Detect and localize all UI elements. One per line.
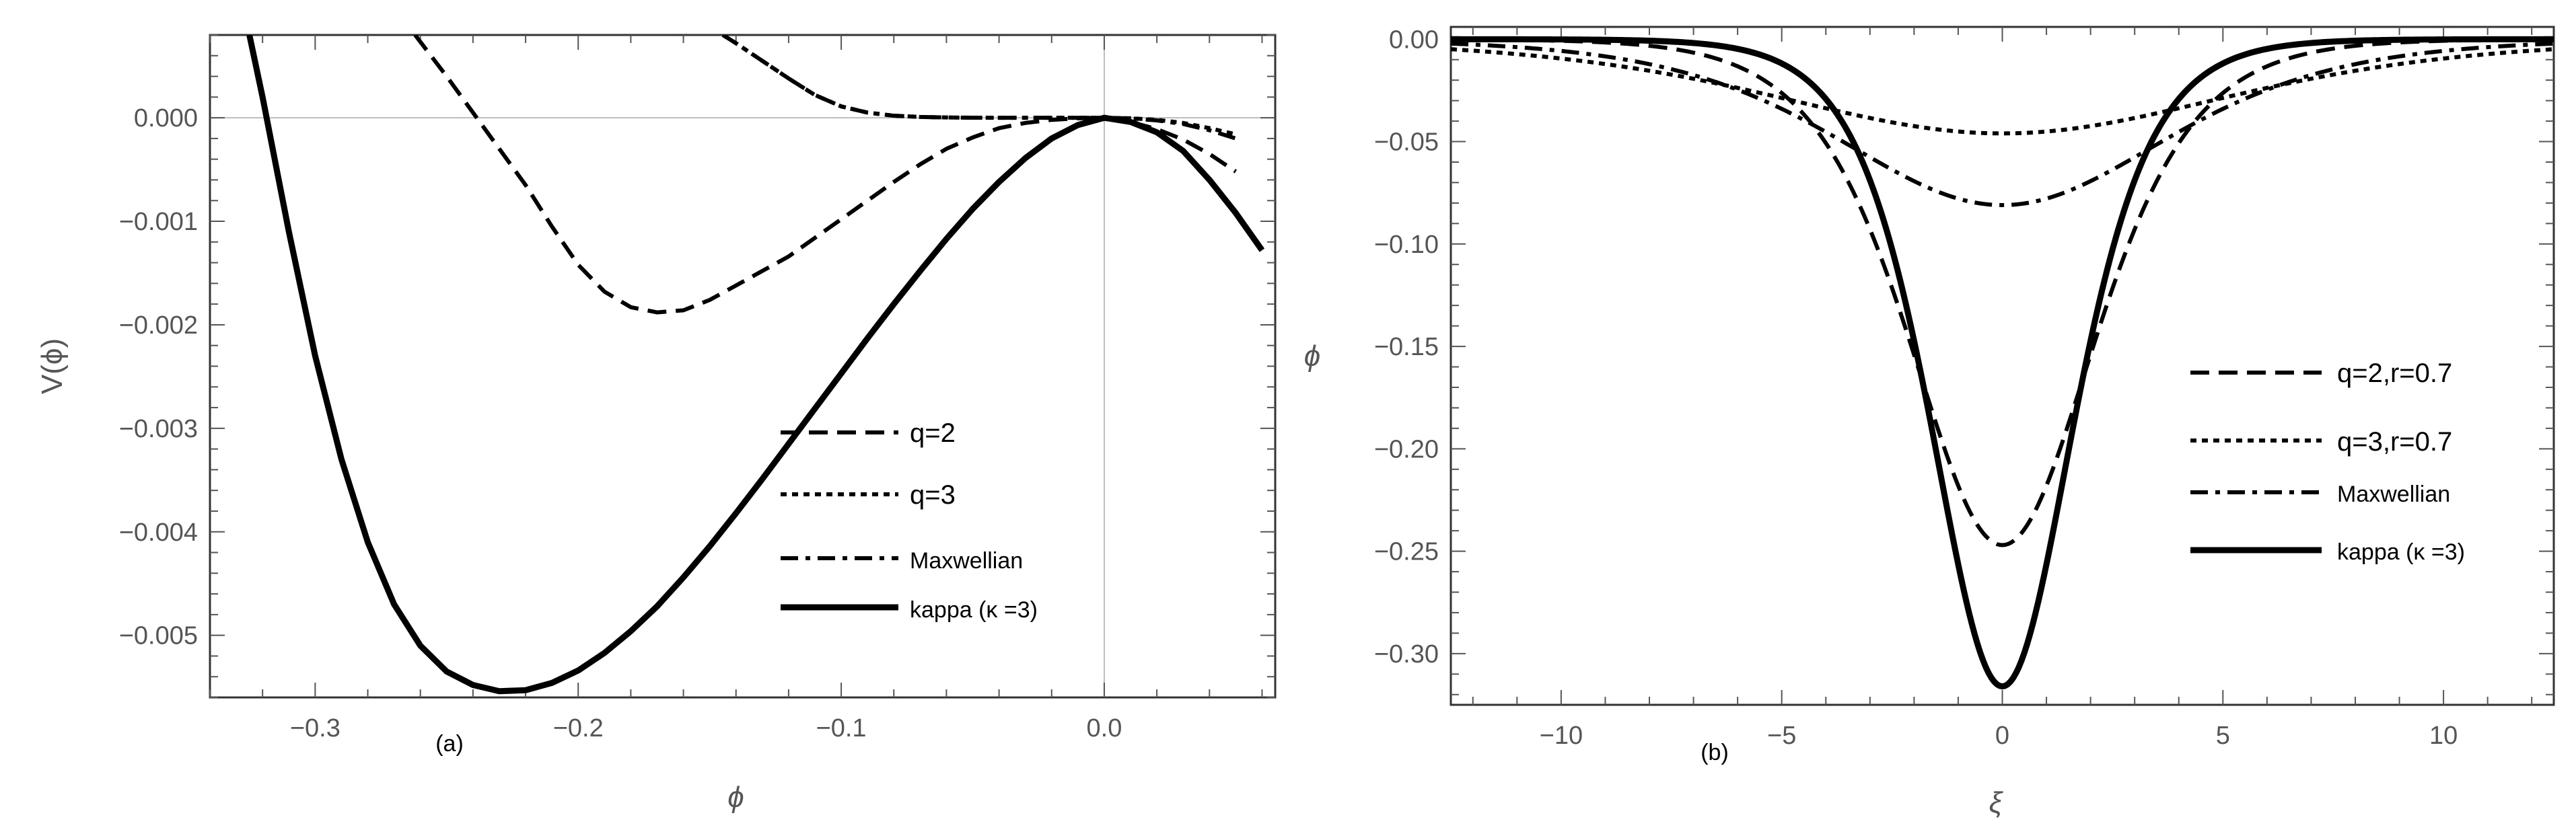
y-tick-label: −0.003 xyxy=(119,415,198,443)
panel-a: −0.3 −0.2 −0.1 0.0 0.000 −0.001 −0.002 −0.003 −0… xyxy=(36,34,1277,814)
legend: q=2,r=0.7 q=3,r=0.7 Maxwellian kappa (κ =3) xyxy=(2190,358,2465,565)
panel-b: −10 −5 0 5 10 0.00 −0.05 −0.10 −0.15 −0.20 −0.25 −0… xyxy=(1304,26,2555,819)
y-tick-label: 0.000 xyxy=(134,104,198,132)
series-line-dotted xyxy=(1451,47,2554,136)
y-axis-label: V(ϕ) xyxy=(36,338,69,394)
y-tick-label: −0.002 xyxy=(119,311,198,340)
y-tick-label: −0.25 xyxy=(1374,538,1439,566)
series-line-dashed xyxy=(1451,37,2554,547)
x-tick-label: −0.3 xyxy=(290,714,341,742)
x-tick-label: −0.1 xyxy=(816,714,867,742)
y-axis-label: ϕ xyxy=(1304,340,1320,373)
legend-label: q=2 xyxy=(910,418,956,448)
x-axis-label: ξ xyxy=(1989,786,2004,819)
legend-label: q=3,r=0.7 xyxy=(2337,427,2452,457)
series-line-solid xyxy=(1451,36,2554,690)
legend-label: kappa (κ =3) xyxy=(910,597,1038,623)
ticks xyxy=(1451,27,2554,705)
x-axis-label: ϕ xyxy=(727,781,744,814)
y-tick-label: −0.005 xyxy=(119,622,198,650)
legend-label: q=3 xyxy=(910,480,956,510)
legend-label: q=2,r=0.7 xyxy=(2337,358,2452,388)
y-tick-label: −0.001 xyxy=(119,208,198,236)
y-tick-label: −0.10 xyxy=(1374,231,1439,259)
series-line-dashdot xyxy=(721,35,1237,141)
y-tick-label: −0.05 xyxy=(1374,128,1439,157)
legend-label: Maxwellian xyxy=(2337,482,2450,507)
series-group xyxy=(1451,36,2554,690)
x-tick-label: 5 xyxy=(2216,722,2230,750)
series-line-dashdot xyxy=(1451,41,2554,207)
x-tick-label: −0.2 xyxy=(553,714,604,742)
y-tick-label: −0.15 xyxy=(1374,333,1439,361)
series-group xyxy=(246,35,1265,695)
x-tick-label: −10 xyxy=(1540,722,1583,750)
y-tick-label: −0.004 xyxy=(119,519,198,547)
panel-label: (b) xyxy=(1701,740,1729,765)
legend: q=2 q=3 Maxwellian kappa (κ =3) xyxy=(781,418,1038,623)
series-line-dashed xyxy=(413,35,1238,315)
y-tick-label: −0.30 xyxy=(1374,640,1439,669)
x-tick-label: 0.0 xyxy=(1087,714,1122,742)
x-tick-label: −5 xyxy=(1767,722,1796,750)
y-tick-label: 0.00 xyxy=(1389,26,1439,54)
x-tick-label: 0 xyxy=(1995,722,2009,750)
legend-label: Maxwellian xyxy=(910,548,1023,574)
panel-label: (a) xyxy=(435,731,464,757)
plot-frame xyxy=(209,34,1277,699)
x-tick-label: 10 xyxy=(2429,722,2458,750)
legend-label: kappa (κ =3) xyxy=(2337,539,2465,565)
ticks xyxy=(209,34,1275,698)
series-line-solid xyxy=(246,35,1265,695)
y-tick-label: −0.20 xyxy=(1374,435,1439,463)
